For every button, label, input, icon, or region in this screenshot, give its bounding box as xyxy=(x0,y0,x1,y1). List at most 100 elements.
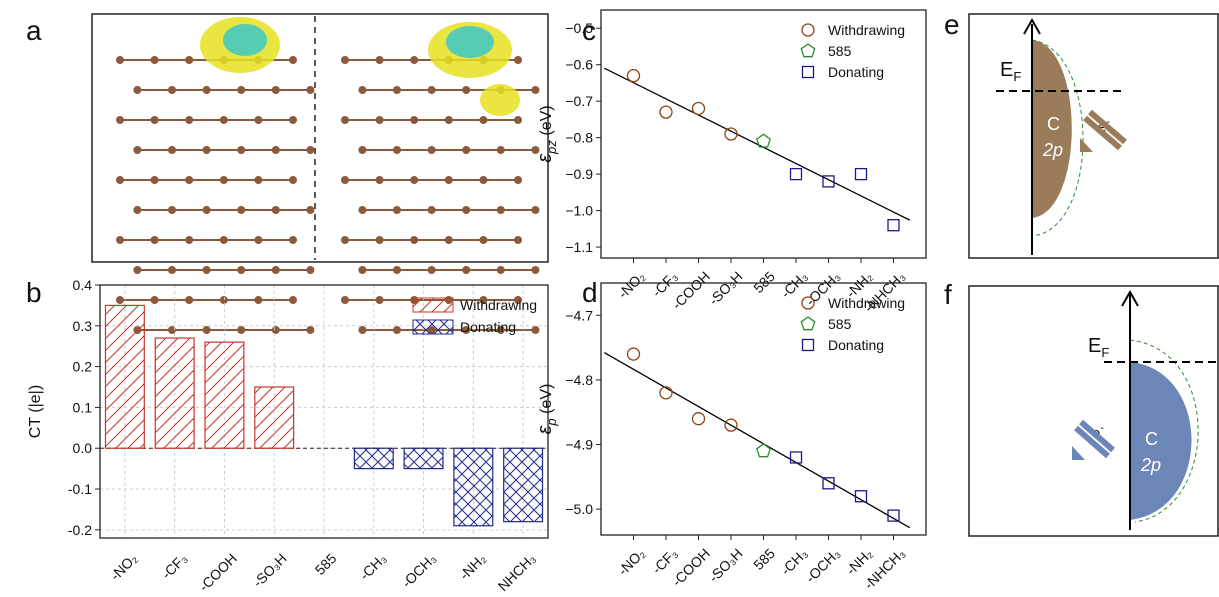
y-tick-label: −1.0 xyxy=(565,203,593,219)
atom xyxy=(531,86,540,94)
fermi-label: EF xyxy=(1088,335,1109,360)
panel-e-frame xyxy=(968,13,1219,259)
y-tick-label: 0.0 xyxy=(73,440,93,456)
y-tick-label: −0.9 xyxy=(565,166,593,182)
legend-swatch xyxy=(412,297,454,313)
bar xyxy=(204,341,245,449)
fit-line xyxy=(603,67,911,221)
orbital-sub: 2p xyxy=(1042,140,1063,160)
axes-frame xyxy=(600,282,927,536)
x-tick-label: 585 xyxy=(750,545,778,573)
bar xyxy=(254,386,295,449)
fermi-sub: F xyxy=(1101,345,1109,360)
atom xyxy=(514,296,522,304)
atom xyxy=(306,266,315,274)
legend-label: Withdrawing xyxy=(828,22,905,38)
legend-marker xyxy=(800,43,816,58)
atom xyxy=(514,236,522,244)
y-label-sub: pz xyxy=(544,140,559,155)
charge-density xyxy=(223,24,267,56)
atom xyxy=(289,56,297,64)
panel-label: f xyxy=(944,279,952,310)
marker xyxy=(822,175,835,188)
marker xyxy=(691,412,706,426)
y-label-sub: p xyxy=(544,418,559,426)
legend-label: Donating xyxy=(460,319,516,335)
y-tick-label: -0.2 xyxy=(68,522,92,538)
marker xyxy=(724,127,738,141)
marker xyxy=(659,386,673,400)
molecule-drawings xyxy=(116,17,1168,507)
atom xyxy=(289,116,297,124)
axes-frame xyxy=(99,284,549,539)
fermi-text: E xyxy=(1088,335,1101,357)
x-tick-label: -NO₂ xyxy=(615,268,648,301)
orbital-label: C xyxy=(1047,114,1060,134)
y-tick-label: −0.5 xyxy=(565,20,593,36)
atom xyxy=(531,206,540,214)
atom xyxy=(514,56,522,64)
orbital-outline xyxy=(1031,39,1084,237)
fermi-text: E xyxy=(1000,59,1013,81)
y-label-main: ε xyxy=(534,153,556,163)
legend-marker xyxy=(801,23,815,37)
marker xyxy=(854,167,868,181)
x-tick-label: 585 xyxy=(750,268,778,296)
fermi-label: EF xyxy=(1000,59,1021,84)
transfer-arrow xyxy=(1072,446,1085,460)
y-axis-label: εpz (eV) xyxy=(534,105,559,162)
marker xyxy=(626,347,641,361)
orbital-lobe xyxy=(1032,40,1072,218)
marker xyxy=(789,167,803,181)
legend-label: Withdrawing xyxy=(828,295,905,311)
legend-label: 585 xyxy=(828,316,852,332)
x-tick-label: -CF₃ xyxy=(158,550,190,582)
legend-label: 585 xyxy=(828,43,852,59)
atom xyxy=(306,206,315,214)
legend-marker xyxy=(801,338,815,352)
marker xyxy=(724,418,738,432)
x-tick-label: -OCH₃ xyxy=(802,545,843,586)
atom xyxy=(289,296,297,304)
y-tick-label: −0.8 xyxy=(565,130,593,146)
marker xyxy=(691,101,706,116)
x-tick-label: NHCH₃ xyxy=(495,550,539,594)
y-tick-label: −0.7 xyxy=(565,93,593,109)
panel-label: b xyxy=(26,277,42,308)
legend-label: Donating xyxy=(828,337,884,353)
atom xyxy=(306,146,315,154)
bar xyxy=(154,337,195,449)
marker xyxy=(756,133,771,148)
y-label-unit: (eV) xyxy=(538,105,555,140)
panel-label: a xyxy=(26,15,42,46)
orbital-sub: 2p xyxy=(1140,455,1161,475)
atom xyxy=(531,146,540,154)
y-label-unit: (eV) xyxy=(538,384,555,419)
atom xyxy=(514,176,522,184)
y-axis-label: CT (|e|) xyxy=(27,385,44,438)
x-tick-label: -CH₃ xyxy=(356,550,389,583)
marker xyxy=(659,105,673,119)
charge-density xyxy=(446,26,494,58)
marker xyxy=(887,219,900,232)
atom xyxy=(531,266,540,274)
panel-label: e xyxy=(944,9,960,40)
marker xyxy=(756,443,771,458)
marker xyxy=(854,490,868,503)
y-tick-label: −4.7 xyxy=(565,307,593,323)
fit-line xyxy=(603,351,911,529)
legend-marker xyxy=(800,316,816,331)
transfer-icon xyxy=(1074,419,1115,459)
y-tick-label: 0.1 xyxy=(73,399,93,415)
x-tick-label: -SO₃H xyxy=(705,545,745,585)
electron-sup: - xyxy=(1100,422,1104,434)
bar xyxy=(104,304,145,449)
x-tick-label: -SO₃H xyxy=(705,268,745,308)
bar xyxy=(403,447,444,470)
x-tick-label: -NO₂ xyxy=(615,545,648,578)
electron: e xyxy=(1098,119,1106,136)
x-tick-label: -NO₂ xyxy=(107,550,140,583)
legend-swatch xyxy=(412,319,454,335)
y-axis-label: εp (eV) xyxy=(534,384,559,435)
atom xyxy=(306,86,315,94)
